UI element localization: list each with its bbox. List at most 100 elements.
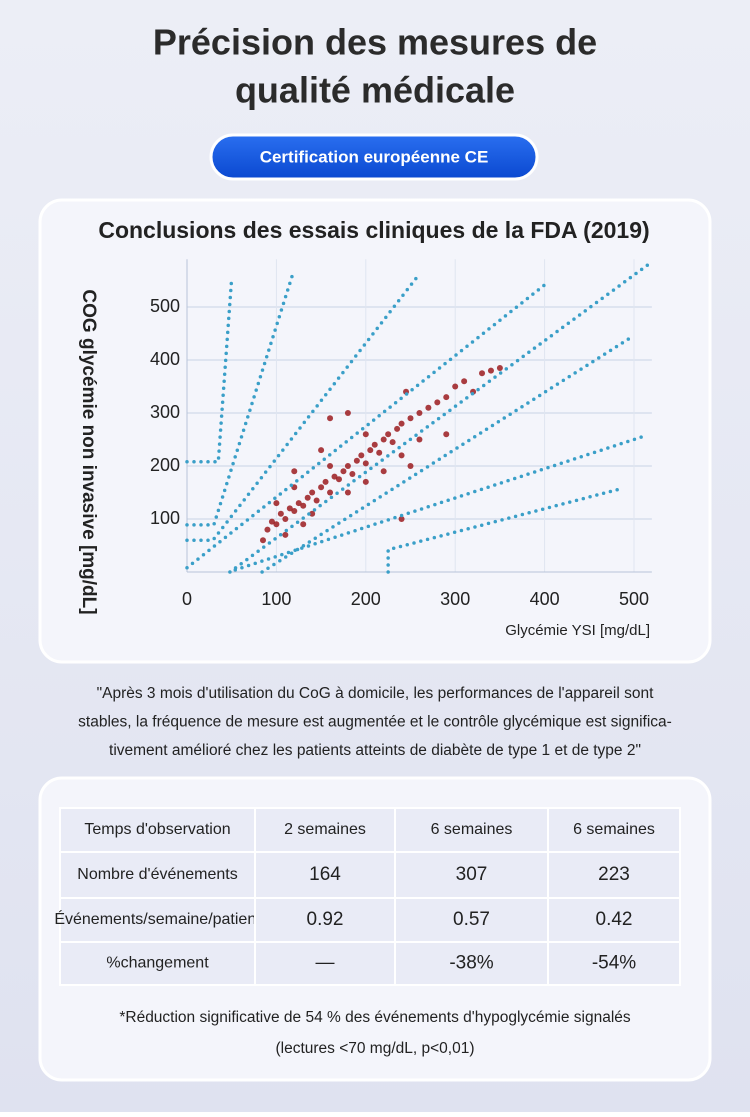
point	[327, 489, 334, 496]
point	[259, 537, 266, 544]
point	[367, 447, 374, 454]
table-cell	[254, 851, 396, 899]
point	[318, 484, 325, 491]
point	[295, 500, 302, 507]
x-tick-label: 400	[530, 589, 560, 609]
point	[461, 378, 468, 385]
point	[300, 521, 307, 528]
table-cell	[394, 941, 549, 986]
zone-line	[185, 280, 550, 570]
point	[443, 431, 450, 438]
cell-text: 6 semaines	[573, 821, 655, 838]
point	[487, 367, 494, 374]
point	[398, 420, 405, 427]
point	[479, 370, 486, 377]
point	[443, 394, 450, 401]
x-tick-label: 200	[351, 589, 381, 609]
point	[344, 489, 351, 496]
chart-title: Conclusions des essais cliniques de la F…	[98, 217, 649, 243]
cell-text: Temps d'observation	[84, 821, 230, 838]
cell-text: 0.57	[453, 909, 490, 930]
point	[300, 502, 307, 509]
table-cell	[254, 897, 396, 943]
point	[331, 473, 338, 480]
point	[385, 431, 392, 438]
point	[344, 410, 351, 416]
point	[407, 415, 414, 422]
table: Temps d'observation 2 semaines 6 semaines 6…	[54, 807, 681, 986]
point	[264, 526, 271, 533]
point	[313, 497, 320, 504]
point	[376, 449, 383, 456]
cell-text: —	[316, 953, 335, 974]
point	[273, 521, 280, 528]
zone-line	[185, 270, 296, 527]
quote-line: stables, la fréquence de mesure est augm…	[78, 714, 672, 731]
point	[416, 436, 423, 443]
point	[358, 452, 365, 459]
table-cell	[547, 941, 681, 986]
point	[416, 410, 423, 416]
point	[309, 489, 316, 496]
point	[291, 468, 298, 475]
zone-line	[228, 263, 650, 574]
point	[425, 404, 432, 411]
table-cell	[59, 851, 256, 899]
x-tick-label: 500	[619, 589, 649, 609]
point	[268, 518, 275, 525]
point	[380, 436, 387, 443]
point	[286, 505, 293, 512]
zone-line	[185, 274, 420, 542]
table-cell	[394, 897, 549, 943]
y-tick-label: 100	[150, 508, 180, 528]
x-tick-label: 0	[182, 589, 192, 609]
point	[344, 463, 351, 469]
point	[322, 478, 329, 485]
point	[273, 500, 280, 507]
zone-line	[260, 335, 633, 574]
point	[362, 478, 369, 485]
point	[327, 463, 334, 469]
point	[353, 457, 360, 464]
footnote: *Réduction significative de 54 % des évé…	[119, 1009, 631, 1057]
quote-line: tivement amélioré chez les patients atte…	[109, 742, 641, 759]
y-tick-label: 500	[150, 296, 180, 316]
point	[318, 447, 325, 454]
point	[496, 364, 503, 371]
title: qualité médicale	[235, 70, 515, 111]
zone-line	[185, 276, 234, 464]
plot: 100 200 300 400 500 0 100 200 300 400 500	[150, 259, 652, 609]
cell-text: Événements/semaine/patient	[54, 909, 261, 928]
badge	[209, 133, 539, 181]
point	[282, 516, 289, 522]
x-axis-label: Glycémie YSI [mg/dL]	[505, 622, 650, 639]
point	[389, 439, 396, 446]
point	[327, 415, 334, 422]
point	[407, 463, 414, 469]
point	[380, 468, 387, 475]
x-tick-label: 100	[261, 589, 291, 609]
zone-line	[386, 487, 623, 574]
table-cell	[59, 941, 256, 986]
cell-text: 0.92	[307, 909, 344, 930]
point	[362, 460, 369, 467]
point	[371, 441, 378, 448]
x-tick-label: 300	[440, 589, 470, 609]
point	[349, 470, 356, 477]
y-tick-label: 200	[150, 455, 180, 475]
cell-text: 0.42	[596, 909, 633, 930]
y-tick-label: 400	[150, 349, 180, 369]
cell-text: 307	[456, 864, 488, 885]
point	[394, 425, 401, 432]
cell-text: Nombre d'événements	[77, 866, 237, 883]
point	[452, 383, 459, 390]
table-cell	[547, 897, 681, 943]
y-tick-label: 300	[150, 402, 180, 422]
point	[398, 452, 405, 459]
point	[309, 510, 316, 517]
title: Précision des mesures de	[153, 22, 597, 63]
quote-line: "Après 3 mois d'utilisation du CoG à dom…	[97, 685, 654, 702]
point	[362, 431, 369, 438]
point	[291, 508, 298, 515]
